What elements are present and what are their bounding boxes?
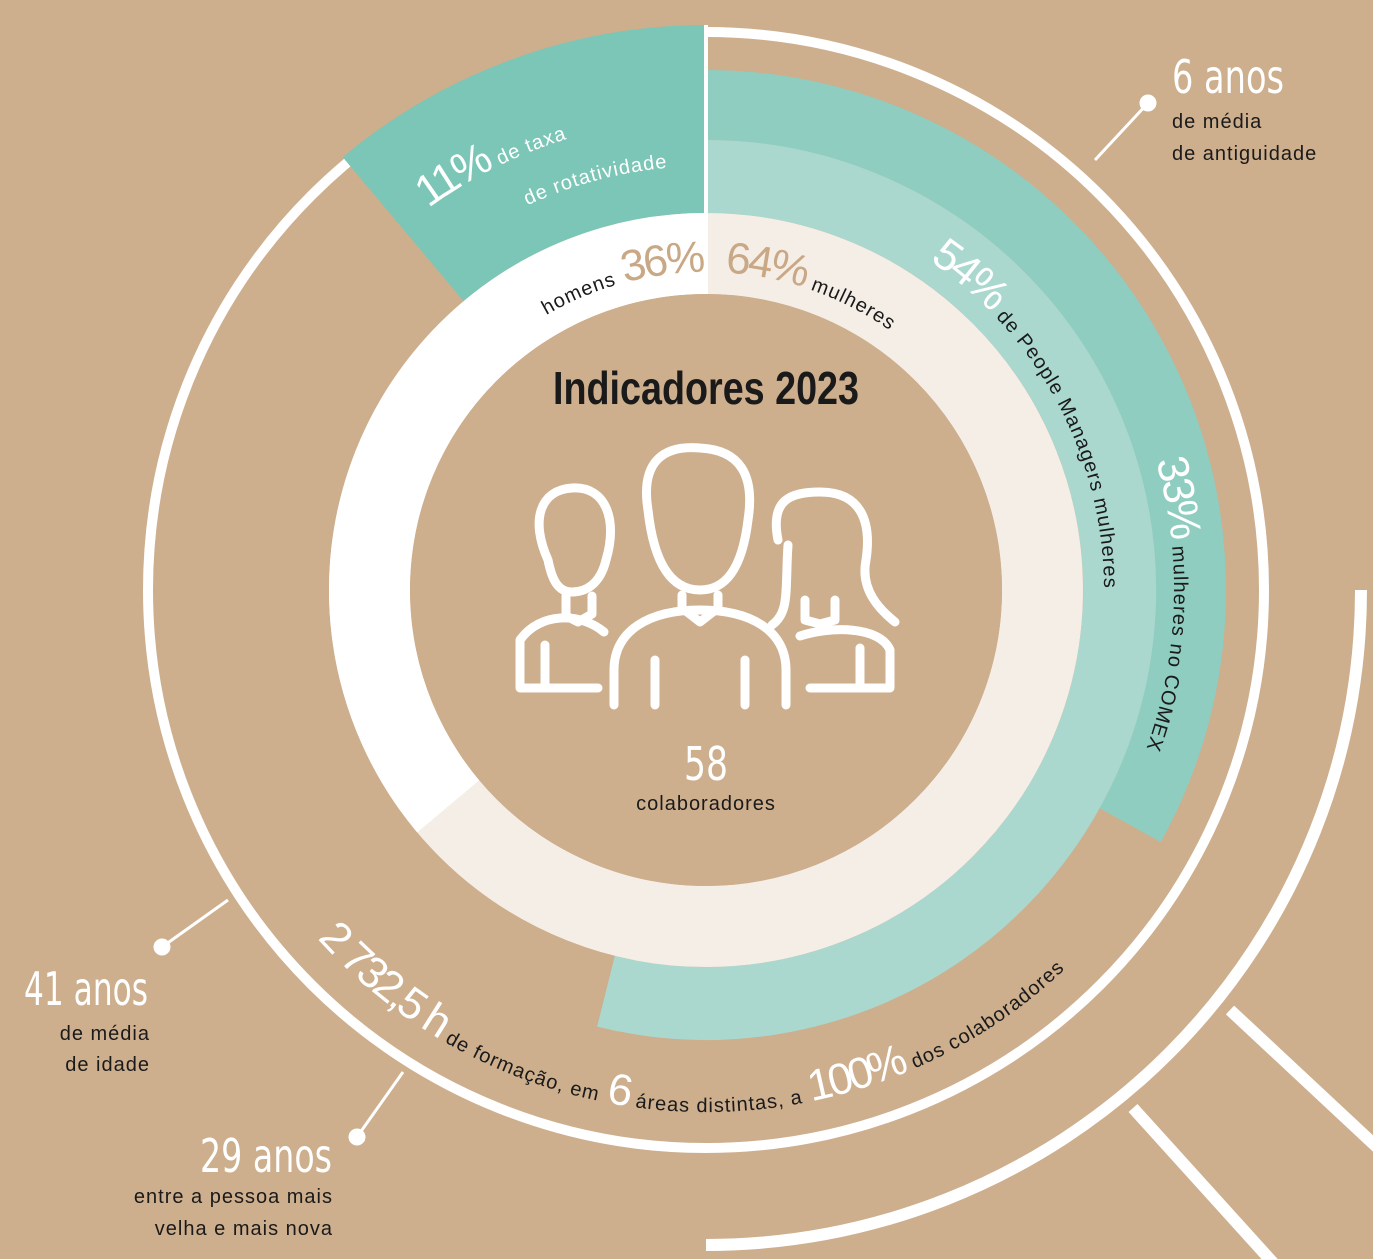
rotation-band	[342, 25, 708, 303]
comex-band	[705, 70, 1226, 843]
icon-hair	[767, 540, 793, 630]
age-line: de idade	[65, 1054, 150, 1076]
age-value: 41 anos	[24, 962, 148, 1016]
icon-head	[534, 483, 616, 597]
callouts	[153, 94, 1157, 1146]
center-value: 58	[684, 737, 728, 791]
men-ring	[329, 213, 707, 833]
center-label: colaboradores	[636, 793, 776, 815]
icon-body	[795, 625, 895, 693]
callout-dot	[153, 938, 171, 956]
rings	[143, 25, 1269, 1153]
callout-dot	[1139, 94, 1157, 112]
age-gap-value: 29 anos	[200, 1129, 332, 1183]
icon-body	[515, 613, 609, 693]
managers-band	[597, 140, 1157, 1040]
callout-line	[161, 898, 229, 949]
icon-neck	[800, 595, 840, 629]
title: Indicadores 2023	[553, 362, 859, 414]
age-gap-line: entre a pessoa mais	[134, 1186, 333, 1208]
callout-dot	[348, 1128, 366, 1146]
icon-line	[650, 655, 750, 710]
seniority-value: 6 anos	[1172, 50, 1284, 104]
age-line: de média	[60, 1023, 150, 1045]
seniority-line: de média	[1172, 111, 1262, 133]
age-gap-line: velha e mais nova	[155, 1218, 333, 1240]
icon-neck	[677, 590, 723, 627]
decor-line	[1225, 1005, 1373, 1152]
callout-line	[355, 1071, 405, 1138]
icon-body	[609, 605, 791, 710]
icon-hair	[771, 487, 900, 627]
people-icon	[515, 443, 900, 710]
seniority-line: de antiguidade	[1172, 143, 1317, 165]
callout-line	[1093, 101, 1150, 162]
decor-line	[1128, 1103, 1278, 1259]
decor-arc	[705, 589, 1367, 1251]
icon-head	[642, 443, 755, 595]
